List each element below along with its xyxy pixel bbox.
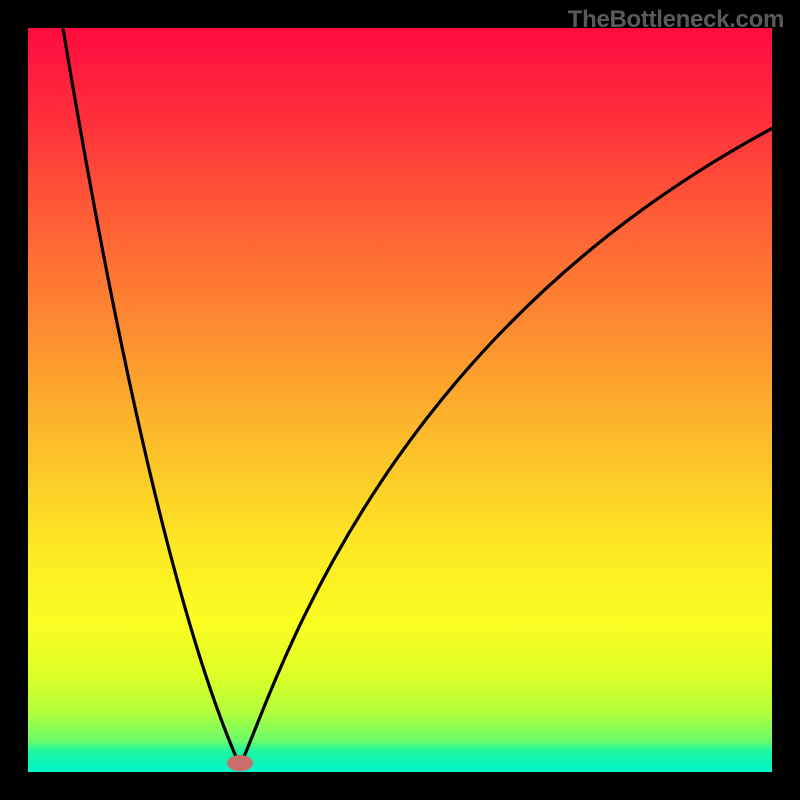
plot-background — [28, 28, 772, 772]
optimum-marker — [227, 755, 253, 771]
watermark-text: TheBottleneck.com — [568, 6, 784, 34]
bottleneck-chart — [0, 0, 800, 800]
chart-frame: TheBottleneck.com — [0, 0, 800, 800]
